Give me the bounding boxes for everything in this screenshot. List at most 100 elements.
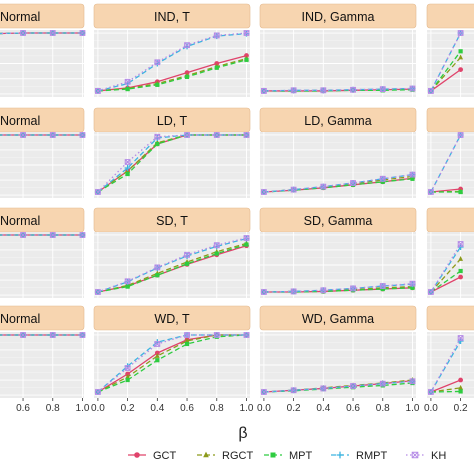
data-point — [409, 85, 416, 92]
series-line — [430, 50, 462, 92]
facet-grid: Normal IND, T IND, Gamma Normal LD, T LD, Gam… — [0, 3, 474, 398]
facet-title: Normal — [0, 214, 40, 228]
series-line — [430, 134, 462, 193]
data-point — [244, 242, 249, 247]
data-point — [320, 385, 327, 392]
data-point — [213, 132, 220, 138]
data-point — [350, 86, 356, 93]
x-tick-label: 0.0 — [257, 403, 271, 414]
x-tick-label: 0.0 — [91, 403, 105, 414]
data-point — [428, 289, 434, 295]
facet-panel: WD, Gamma — [259, 305, 417, 398]
data-point — [261, 189, 267, 195]
data-point — [155, 141, 160, 147]
data-point — [261, 289, 267, 295]
data-point — [155, 82, 160, 87]
legend-key-marker — [203, 451, 209, 458]
data-point — [379, 175, 386, 182]
legend-label: RMPT — [356, 450, 387, 462]
data-point — [410, 176, 415, 181]
x-tick-label: 0.4 — [316, 403, 330, 414]
series-line — [263, 282, 413, 293]
x-tick-label: 1.0 — [240, 403, 254, 414]
data-point — [458, 274, 464, 280]
data-point — [155, 273, 160, 278]
series-line — [0, 234, 83, 236]
data-point — [410, 285, 415, 290]
facet-panel: Normal — [0, 207, 86, 298]
facet-title: Normal — [0, 10, 40, 24]
legend-label: GCT — [153, 450, 177, 462]
series-line — [430, 276, 461, 293]
data-point — [379, 380, 386, 387]
data-point — [184, 332, 190, 338]
data-point — [214, 65, 219, 70]
facet-panel: IND, T — [93, 3, 251, 97]
facet-panel: Normal — [0, 305, 86, 398]
facet-strip — [426, 207, 474, 233]
x-axis-label: β — [238, 425, 247, 442]
data-point — [290, 288, 297, 295]
data-point — [244, 53, 249, 58]
data-point — [49, 132, 56, 138]
data-point — [409, 280, 416, 287]
legend-label: MPT — [289, 450, 313, 462]
facet-panel — [426, 305, 474, 398]
data-point — [409, 378, 416, 385]
data-point — [243, 132, 250, 138]
facet-panel: Normal — [0, 107, 86, 198]
data-point — [125, 87, 130, 92]
data-point — [20, 332, 26, 338]
series-line — [97, 334, 247, 393]
facet-panel — [426, 3, 474, 97]
x-axis: 0.6 0.8 1.0 0.0 0.2 0.4 0.6 0.8 1.0 0.0 0.2 0.4 0.6 0… — [16, 398, 468, 414]
data-point — [380, 286, 385, 292]
series-line — [97, 334, 247, 393]
data-point — [95, 88, 101, 94]
data-point — [428, 189, 434, 195]
facet-strip — [259, 305, 417, 331]
x-tick-label: 0.8 — [210, 403, 224, 414]
legend-item: RMPT — [331, 450, 387, 462]
data-point — [290, 186, 297, 193]
facet-panel: SD, T — [93, 207, 251, 298]
data-point — [154, 264, 161, 271]
data-point — [124, 78, 131, 85]
data-point — [350, 180, 356, 186]
data-point — [409, 171, 416, 178]
data-point — [124, 365, 131, 371]
series-line — [430, 270, 461, 293]
data-point — [428, 389, 434, 395]
facet-panel: LD, Gamma — [259, 107, 417, 198]
series-line — [263, 173, 413, 193]
data-point — [125, 377, 130, 383]
x-tick-label: 0.8 — [46, 403, 60, 414]
x-tick-label: 0.6 — [180, 403, 194, 414]
x-tick-label: 0.0 — [424, 403, 438, 414]
data-point — [124, 165, 131, 172]
data-point — [457, 241, 464, 247]
data-point — [380, 179, 385, 184]
facet-strip — [0, 305, 85, 331]
data-point — [49, 232, 56, 238]
series-line — [97, 32, 247, 92]
legend-key-marker — [270, 452, 276, 458]
series-line — [97, 237, 247, 293]
facet-strip — [93, 305, 251, 331]
data-point — [79, 132, 86, 138]
facet-strip — [93, 3, 251, 29]
facet-title: LD, Gamma — [304, 114, 371, 128]
facet-panel: Normal — [0, 3, 86, 97]
legend-item: RGCT — [197, 450, 253, 462]
data-point — [213, 332, 220, 338]
data-point — [458, 377, 464, 383]
data-point — [458, 384, 464, 390]
data-point — [458, 54, 464, 60]
data-point — [20, 30, 26, 36]
series-line — [97, 243, 247, 293]
x-tick-label: 0.2 — [121, 403, 135, 414]
data-point — [20, 132, 26, 138]
series-line — [430, 387, 461, 393]
data-point — [79, 332, 86, 338]
